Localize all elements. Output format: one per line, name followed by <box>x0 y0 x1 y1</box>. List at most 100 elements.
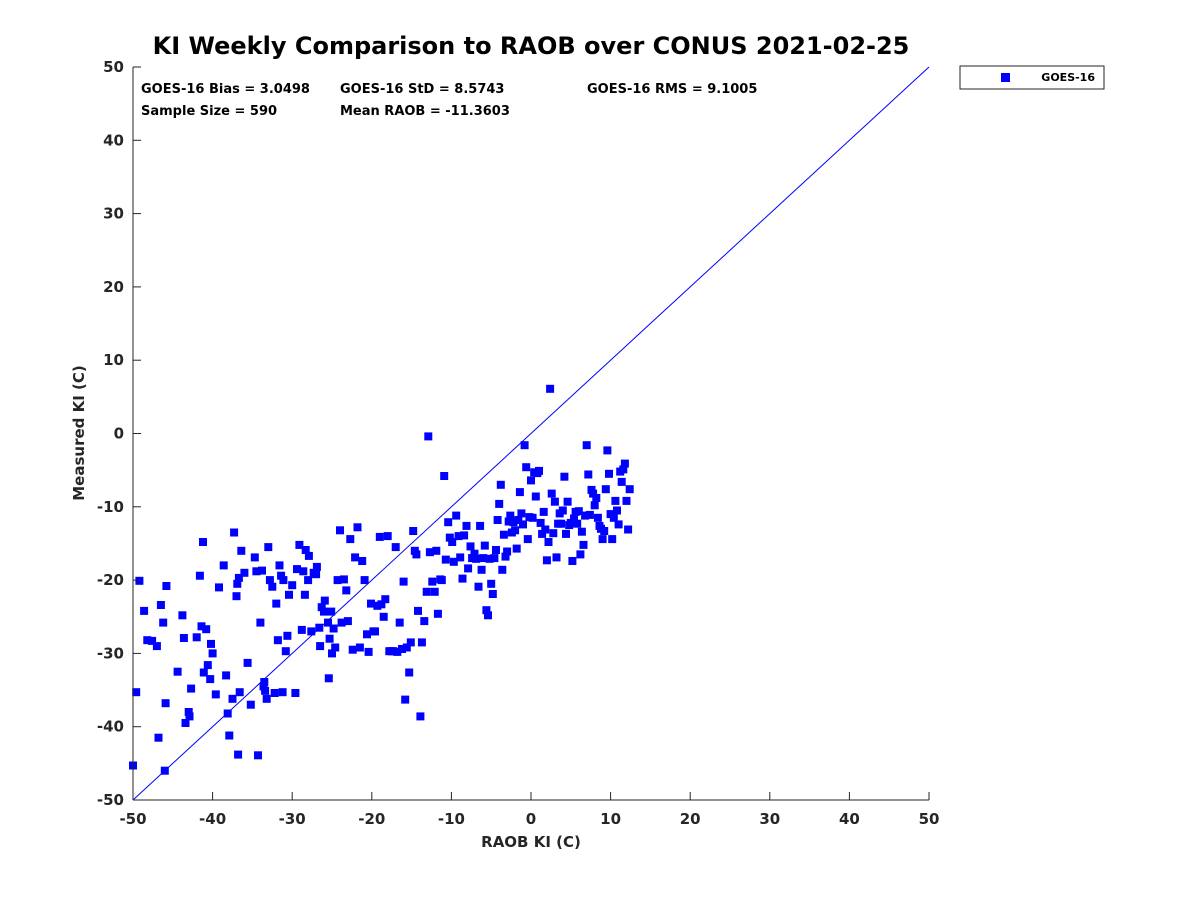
data-point <box>506 511 515 520</box>
data-point <box>304 576 313 585</box>
data-point <box>619 465 628 474</box>
x-tick-label: 50 <box>919 810 940 828</box>
data-point <box>279 576 288 585</box>
data-point <box>585 510 594 519</box>
data-point <box>371 627 379 636</box>
legend-box <box>959 65 1105 90</box>
data-point <box>490 554 499 563</box>
data-point <box>161 699 170 708</box>
data-point <box>444 518 453 527</box>
data-point <box>254 751 262 760</box>
data-point <box>592 494 601 502</box>
data-point <box>477 565 486 574</box>
data-point <box>424 432 433 441</box>
y-tick-label: -10 <box>97 498 124 516</box>
data-point <box>379 612 388 621</box>
data-point <box>416 712 425 721</box>
data-point <box>499 530 508 539</box>
data-point <box>228 694 237 703</box>
data-point <box>538 529 547 538</box>
data-point <box>484 611 492 620</box>
data-point <box>462 521 471 530</box>
data-point <box>337 618 346 627</box>
data-point <box>503 547 512 556</box>
data-point <box>509 518 518 527</box>
data-point <box>211 690 220 699</box>
data-point <box>185 712 194 721</box>
x-tick-label: -50 <box>119 810 146 828</box>
data-point <box>358 557 367 565</box>
y-tick-label: 30 <box>103 205 124 223</box>
data-point <box>320 596 329 605</box>
data-point <box>187 684 196 693</box>
data-point <box>504 517 513 526</box>
data-point <box>331 643 340 652</box>
data-point <box>539 507 548 516</box>
data-point <box>375 532 384 541</box>
data-point <box>598 535 607 544</box>
data-point <box>270 689 279 697</box>
data-point <box>515 488 524 497</box>
y-tick-label: -20 <box>97 571 124 589</box>
data-point <box>425 548 434 557</box>
data-point <box>278 688 287 697</box>
data-point <box>440 472 449 480</box>
data-point <box>528 513 537 522</box>
x-tick-label: -40 <box>199 810 226 828</box>
data-point <box>605 469 613 478</box>
data-point <box>261 686 270 695</box>
x-tick-label: -10 <box>438 810 465 828</box>
data-point <box>458 574 467 583</box>
data-point <box>320 607 328 616</box>
data-point <box>609 513 618 522</box>
data-point <box>156 601 165 609</box>
data-point <box>412 550 421 559</box>
data-point <box>233 579 242 588</box>
data-point <box>517 509 526 518</box>
data-point <box>135 576 144 585</box>
data-point <box>454 532 463 541</box>
data-point <box>560 472 569 481</box>
data-point <box>574 507 583 516</box>
data-point <box>154 733 163 742</box>
legend: GOES-16 <box>959 65 1105 90</box>
data-point <box>234 750 243 759</box>
data-point <box>577 527 586 536</box>
data-point <box>240 568 249 577</box>
data-point <box>401 695 410 704</box>
data-point <box>520 441 529 450</box>
data-point <box>547 489 556 498</box>
data-point <box>581 511 590 520</box>
x-tick-label: 30 <box>759 810 780 828</box>
data-point <box>140 606 149 615</box>
data-point <box>472 554 481 563</box>
data-point <box>541 525 550 534</box>
data-point <box>593 513 602 522</box>
plot-area: -50 -40 -30 -20 -10 0 10 20 30 40 50 -50-40-30-20-… <box>97 58 940 828</box>
data-point <box>199 668 208 677</box>
data-point <box>307 627 316 636</box>
data-point <box>285 590 293 599</box>
y-tick-label: 40 <box>103 131 124 149</box>
x-axis-title: RAOB KI (C) <box>481 833 581 851</box>
data-point <box>377 600 386 609</box>
data-point <box>327 607 336 616</box>
x-tick-label: 40 <box>839 810 860 828</box>
data-point <box>476 521 485 530</box>
data-point <box>232 592 241 601</box>
one-to-one-reference-line <box>132 66 930 801</box>
data-point <box>148 636 157 645</box>
y-tick-label: -40 <box>97 718 124 736</box>
data-point <box>512 544 521 553</box>
data-point <box>514 516 523 524</box>
data-point <box>143 636 152 645</box>
data-point <box>159 618 168 627</box>
y-tick-label: -30 <box>97 644 124 662</box>
y-tick-label: -50 <box>97 791 124 809</box>
data-point <box>479 554 488 563</box>
data-point <box>219 561 228 570</box>
data-point <box>493 516 502 524</box>
data-point <box>346 535 355 544</box>
data-point <box>283 631 292 640</box>
